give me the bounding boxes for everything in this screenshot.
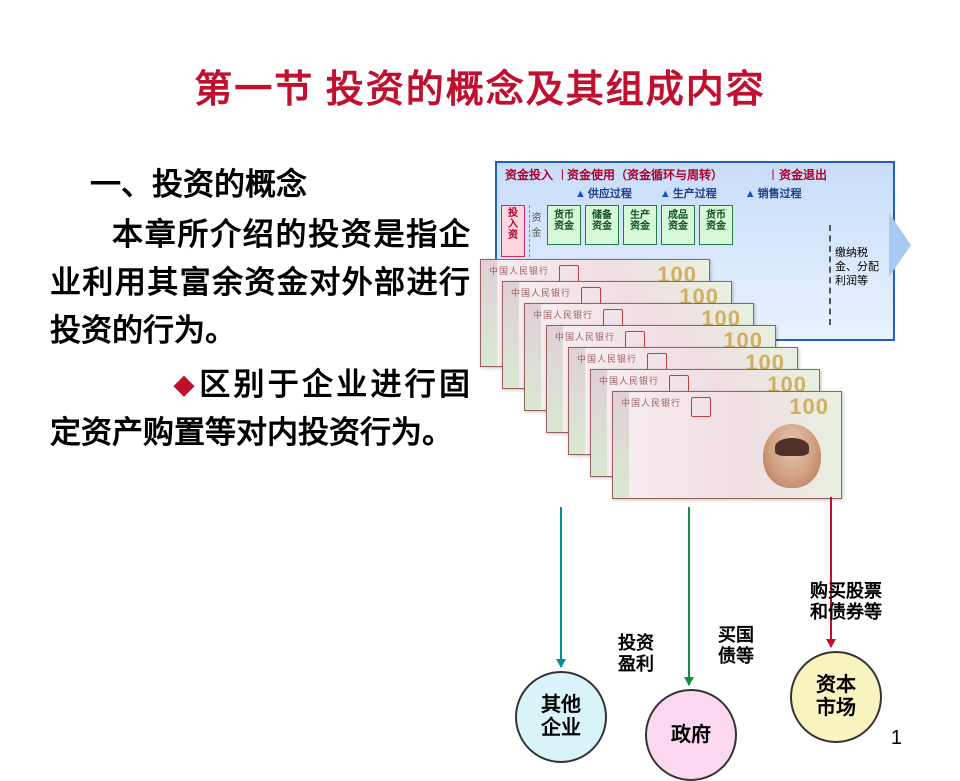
- flow-sales-label: ▲销售过程: [745, 185, 802, 201]
- label-buy-bonds: 买国债等: [718, 625, 768, 666]
- banknote-100-yuan: 中国人民银行100: [612, 391, 842, 499]
- flow-big-arrow-icon: [889, 213, 911, 277]
- page-title: 第一节 投资的概念及其组成内容: [0, 58, 960, 113]
- distinction-paragraph: ◆区别于企业进行固定资产购置等对内投资行为。: [50, 361, 470, 457]
- flow-fund-cell: 货币资金: [699, 205, 733, 245]
- arrow-to-capital-market: [830, 497, 832, 647]
- content-wrap: 一、投资的概念 本章所介绍的投资是指企业利用其富余资金对外部进行投资的行为。 ◆…: [0, 161, 960, 457]
- left-text-column: 一、投资的概念 本章所介绍的投资是指企业利用其富余资金对外部进行投资的行为。 ◆…: [50, 161, 470, 457]
- arrow-to-government: [688, 507, 690, 685]
- label-invest-profit: 投资盈利: [618, 633, 668, 674]
- circle-government: 政府: [645, 689, 737, 781]
- flow-fund-cell: 储备资金: [585, 205, 619, 245]
- circle-other-enterprise-label: 其他企业: [541, 694, 581, 740]
- flow-sep-cell: 资金: [529, 205, 543, 257]
- flow-label-use: 资金使用（资金循环与周转）: [567, 166, 767, 183]
- flow-right-dash: [829, 225, 831, 325]
- flow-fund-cell: 成品资金: [661, 205, 695, 245]
- flow-fund-cell: 货币资金: [547, 205, 581, 245]
- circle-government-label: 政府: [671, 724, 711, 747]
- circle-capital-market: 资本市场: [790, 651, 882, 743]
- flow-supply-label: ▲供应过程: [575, 185, 632, 201]
- flow-production-label: ▲生产过程: [660, 185, 717, 201]
- diamond-bullet-icon: ◆: [112, 365, 194, 405]
- flow-process-labels: ▲供应过程 ▲生产过程 ▲销售过程: [497, 183, 893, 203]
- circle-other-enterprise: 其他企业: [515, 671, 607, 763]
- section-heading: 一、投资的概念: [90, 161, 470, 209]
- arrow-to-other-enterprise: [560, 507, 562, 667]
- page-number: 1: [891, 727, 902, 750]
- definition-paragraph: 本章所介绍的投资是指企业利用其富余资金对外部进行投资的行为。: [50, 211, 470, 355]
- flow-fund-cell: 生产资金: [623, 205, 657, 245]
- flow-exit-text: 缴纳税金、分配利润等: [835, 247, 887, 288]
- flow-label-exit: ︱资金退出: [767, 166, 885, 183]
- label-buy-stocks: 购买股票和债券等: [810, 581, 910, 622]
- right-diagram-column: 资金投入 ︱ 资金使用（资金循环与周转） ︱资金退出 ▲供应过程 ▲生产过程 ▲…: [470, 161, 920, 457]
- circle-capital-market-label: 资本市场: [816, 674, 856, 720]
- flow-label-input: 资金投入 ︱: [505, 166, 567, 183]
- flow-top-labels: 资金投入 ︱ 资金使用（资金循环与周转） ︱资金退出: [497, 163, 893, 183]
- flow-inject-cell: 投入资: [501, 205, 525, 257]
- flow-fund-cells: 投入资 资金 货币资金 储备资金 生产资金 成品资金 货币资金: [497, 203, 893, 259]
